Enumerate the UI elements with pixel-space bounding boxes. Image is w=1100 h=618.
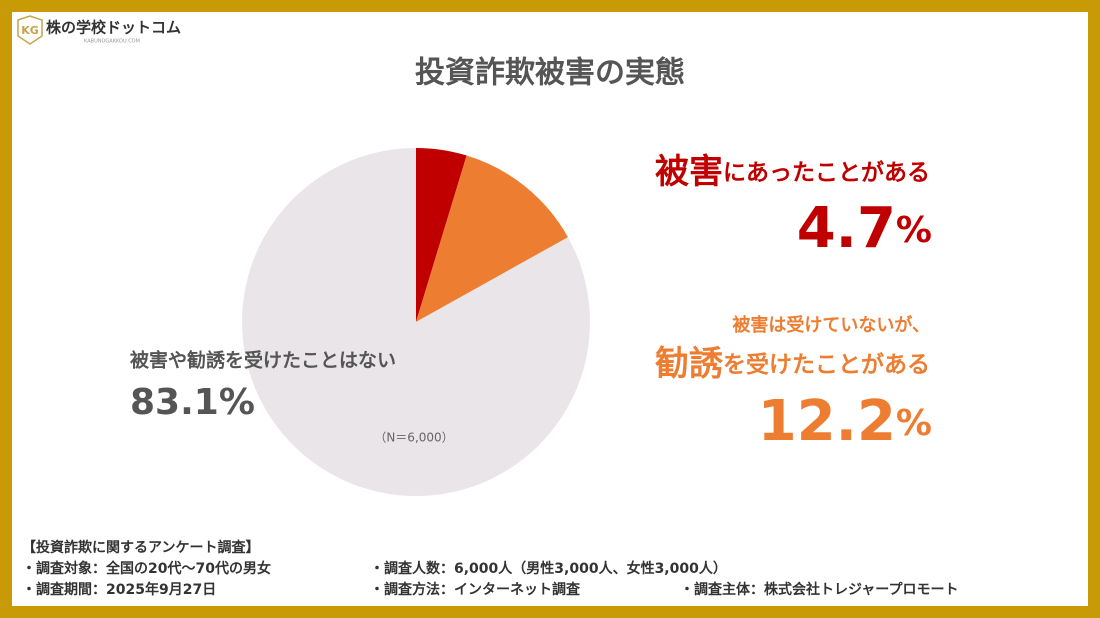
slice-label: 被害にあったことがある [655, 152, 930, 192]
value-label: 83.1% [130, 382, 255, 423]
footer: 【投資詐欺に関するアンケート調査】 ・調査対象：全国の20代～70代の男女 ・調査… [22, 539, 958, 598]
pie-slice [416, 155, 568, 322]
logo-icon-text: KG [21, 24, 39, 37]
annotation: （N＝6,000） [374, 431, 453, 445]
logo-icon [17, 15, 43, 45]
pie-slice [242, 148, 591, 496]
slice-label: 被害や勧誘を受けたことはない [130, 349, 396, 372]
chart-title: 投資詐欺被害の実態 [415, 56, 685, 91]
footer-item: ・調査対象：全国の20代～70代の男女 [22, 560, 271, 577]
logo-name: 株の学校ドットコム [46, 19, 181, 37]
footer-item: ・調査期間：2025年9月27日 [22, 581, 216, 598]
footer-item: ・調査方法：インターネット調査 [370, 581, 581, 598]
pie-slice [416, 148, 467, 322]
value-label: 4.7% [797, 196, 932, 261]
footer-item: ・調査人数：6,000人（男性3,000人、女性3,000人） [370, 560, 727, 577]
pie [242, 148, 591, 496]
slice-label: 被害は受けていないが、勧誘を受けたことがある [655, 314, 930, 384]
logo-url: KABUNOGAKKOU.COM [84, 39, 140, 45]
footer-item: ・調査主体：株式会社トレジャープロモート [680, 581, 958, 598]
value-label: 12.2% [758, 389, 932, 454]
footer-title: 【投資詐欺に関するアンケート調査】 [22, 539, 259, 556]
logo: KG 株の学校ドットコム KABUNOGAKKOU.COM [17, 15, 181, 45]
